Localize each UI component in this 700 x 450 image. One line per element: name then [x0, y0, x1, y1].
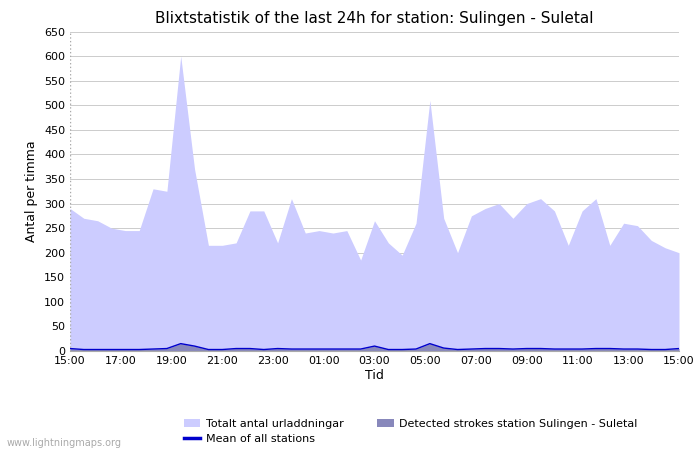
- Text: www.lightningmaps.org: www.lightningmaps.org: [7, 438, 122, 448]
- X-axis label: Tid: Tid: [365, 369, 384, 382]
- Legend: Totalt antal urladdningar, Mean of all stations, Detected strokes station Suling: Totalt antal urladdningar, Mean of all s…: [179, 414, 642, 449]
- Y-axis label: Antal per timma: Antal per timma: [25, 140, 38, 242]
- Title: Blixtstatistik of the last 24h for station: Sulingen - Suletal: Blixtstatistik of the last 24h for stati…: [155, 11, 594, 26]
